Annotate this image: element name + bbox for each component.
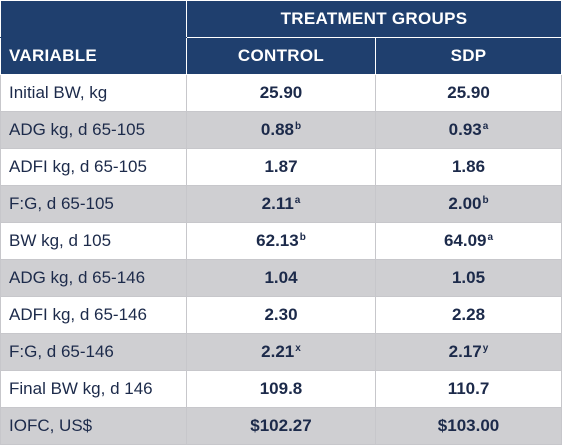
variable-label-cell: Initial BW, kg xyxy=(0,74,187,112)
sdp-significance-letter: a xyxy=(482,121,489,132)
sdp-value: 0.93 xyxy=(448,120,482,139)
table-row: BW kg, d 105 62.13b 64.09a xyxy=(0,222,562,260)
control-value: 1.04 xyxy=(264,268,298,287)
sdp-significance-letter: a xyxy=(487,232,494,243)
table-row: Final BW kg, d 146 109.8 110.7 xyxy=(0,370,562,408)
variable-column-header: VARIABLE xyxy=(0,37,187,75)
sdp-value: 64.09 xyxy=(443,231,487,250)
control-value-cell: 1.04 xyxy=(186,259,376,297)
control-value: 62.13 xyxy=(256,231,299,250)
sdp-value: 2.00 xyxy=(448,194,482,213)
sdp-value: 25.90 xyxy=(447,83,490,102)
control-value-cell: $102.27 xyxy=(186,407,376,445)
sdp-column-header: SDP xyxy=(374,37,562,75)
control-significance-letter: a xyxy=(294,195,301,206)
sdp-value-cell: 110.7 xyxy=(374,370,562,408)
table-row: ADFI kg, d 65-146 2.30 2.28 xyxy=(0,296,562,334)
control-significance-letter: x xyxy=(295,343,301,354)
header-group-row: TREATMENT GROUPS xyxy=(0,0,562,38)
sdp-value-cell: 2.28 xyxy=(374,296,562,334)
control-value-cell: 109.8 xyxy=(186,370,376,408)
control-value-cell: 1.87 xyxy=(186,148,376,186)
table-body: Initial BW, kg 25.90 25.90 ADG kg, d 65-105… xyxy=(0,74,562,445)
variable-label-cell: F:G, d 65-146 xyxy=(0,333,187,371)
variable-label-cell: Final BW kg, d 146 xyxy=(0,370,187,408)
control-significance-letter: b xyxy=(294,121,302,132)
control-value: 1.87 xyxy=(264,157,298,176)
variable-label-cell: IOFC, US$ xyxy=(0,407,187,445)
variable-label-cell: ADG kg, d 65-146 xyxy=(0,259,187,297)
sdp-value-cell: 1.05 xyxy=(374,259,562,297)
variable-label-cell: ADG kg, d 65-105 xyxy=(0,111,187,149)
table-row: Initial BW, kg 25.90 25.90 xyxy=(0,74,562,112)
variable-label-cell: F:G, d 65-105 xyxy=(0,185,187,223)
sdp-value: 2.28 xyxy=(451,305,486,324)
header-column-row: VARIABLE CONTROL SDP xyxy=(0,37,562,75)
sdp-value-cell: 64.09a xyxy=(374,222,562,260)
control-significance-letter: b xyxy=(299,232,306,243)
sdp-value: $103.00 xyxy=(437,416,500,435)
sdp-value-cell: 25.90 xyxy=(374,74,562,112)
table-header: TREATMENT GROUPS VARIABLE CONTROL SDP xyxy=(0,0,562,75)
control-value: 2.21 xyxy=(261,342,295,361)
sdp-value: 1.05 xyxy=(451,268,486,287)
table-row: F:G, d 65-146 2.21x 2.17y xyxy=(0,333,562,371)
control-value-cell: 2.30 xyxy=(186,296,376,334)
sdp-value-cell: 0.93a xyxy=(374,111,562,149)
control-value-cell: 25.90 xyxy=(186,74,376,112)
control-value: 109.8 xyxy=(259,379,303,398)
variable-label-cell: BW kg, d 105 xyxy=(0,222,187,260)
sdp-significance-letter: b xyxy=(482,195,489,206)
control-column-header: CONTROL xyxy=(186,37,376,75)
table-row: IOFC, US$ $102.27 $103.00 xyxy=(0,407,562,445)
sdp-value-cell: 1.86 xyxy=(374,148,562,186)
table-row: ADFI kg, d 65-105 1.87 1.86 xyxy=(0,148,562,186)
treatment-groups-header: TREATMENT GROUPS xyxy=(185,0,562,38)
sdp-value: 2.17 xyxy=(448,342,482,361)
sdp-value: 110.7 xyxy=(447,379,490,398)
variable-label-cell: ADFI kg, d 65-105 xyxy=(0,148,187,186)
control-value-cell: 2.11a xyxy=(186,185,376,223)
control-value: 2.30 xyxy=(264,305,298,324)
header-blank-cell xyxy=(0,0,187,38)
control-value: 0.88 xyxy=(260,120,294,139)
sdp-value-cell: $103.00 xyxy=(374,407,562,445)
sdp-significance-letter: y xyxy=(482,343,489,354)
sdp-value-cell: 2.17y xyxy=(374,333,562,371)
table-row: ADG kg, d 65-146 1.04 1.05 xyxy=(0,259,562,297)
table-row: ADG kg, d 65-105 0.88b 0.93a xyxy=(0,111,562,149)
sdp-value: 1.86 xyxy=(451,157,486,176)
variable-label-cell: ADFI kg, d 65-146 xyxy=(0,296,187,334)
control-value-cell: 2.21x xyxy=(186,333,376,371)
control-value: 2.11 xyxy=(261,194,294,213)
control-value-cell: 62.13b xyxy=(186,222,376,260)
control-value: $102.27 xyxy=(250,416,312,435)
table-row: F:G, d 65-105 2.11a 2.00b xyxy=(0,185,562,223)
sdp-value-cell: 2.00b xyxy=(374,185,562,223)
control-value-cell: 0.88b xyxy=(186,111,376,149)
control-value: 25.90 xyxy=(259,83,303,102)
